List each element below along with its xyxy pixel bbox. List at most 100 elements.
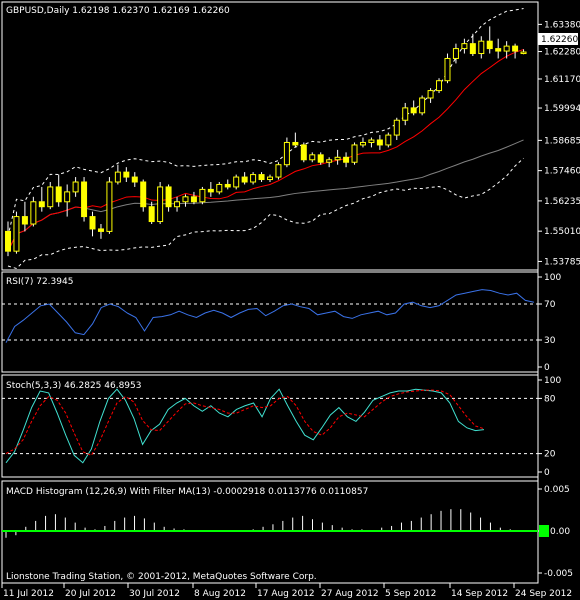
candle [385, 132, 392, 148]
candle-body-bear [89, 216, 96, 230]
candle-body-bull [520, 51, 527, 55]
candle-body-bear [165, 186, 172, 208]
candle-body-bear [224, 183, 231, 188]
candle-body-bear [38, 201, 45, 208]
candle [165, 184, 172, 212]
candle [148, 201, 155, 224]
candle-body-bear [5, 230, 11, 252]
candle-body-bull [64, 191, 71, 203]
candle [250, 172, 257, 185]
candle [343, 152, 350, 168]
stoch-panel[interactable]: Stoch(5,3,3) 46.2825 46.8953 100 80 20 0 [2, 376, 561, 478]
candle-body-bull [351, 144, 358, 163]
candle-body-bull [72, 181, 79, 193]
candle-body-bull [326, 159, 333, 163]
rsi-scale: 100 70 30 0 [2, 273, 561, 373]
candle [5, 221, 11, 257]
candle [30, 196, 37, 227]
candle-body-bull [478, 40, 485, 55]
price-panel[interactable]: GBPUSD,Daily 1.62198 1.62370 1.62169 1.6… [2, 6, 580, 270]
macd-histogram: 0.00 [2, 509, 570, 538]
lower-band [7, 157, 524, 270]
candle [503, 41, 510, 59]
scale-tick-label: 0 [544, 363, 550, 373]
candle [21, 201, 28, 232]
candle-body-bull [114, 171, 121, 183]
candle-body-bull [368, 139, 375, 143]
candle [520, 49, 527, 55]
bollinger-bands [7, 8, 524, 270]
candle-body-bear [207, 188, 214, 193]
candle [13, 211, 20, 254]
candle-body-bear [410, 107, 417, 114]
scale-tick-label: 100 [544, 273, 561, 283]
candle-body-bear [81, 181, 88, 218]
candle-body-bull [503, 45, 510, 52]
scale-tick-label: 0.005 [544, 485, 570, 495]
candle-body-bear [512, 45, 519, 52]
current-price-tag: 1.62260 [538, 33, 578, 45]
candle [97, 224, 104, 239]
candle [461, 38, 468, 54]
candle-body-bull [174, 201, 181, 208]
panel-frame [1, 1, 539, 271]
candle [478, 36, 485, 59]
current-price-label: 1.62260 [541, 35, 578, 45]
macd-zero-marker [539, 525, 549, 537]
candle [140, 179, 147, 212]
stoch-lines [5, 388, 485, 464]
rsi-panel[interactable]: RSI(7) 72.3945 100 70 30 0 [2, 273, 561, 373]
candle-body-bull [283, 141, 290, 166]
candle [393, 117, 400, 140]
candle [233, 174, 240, 190]
candle [334, 149, 341, 165]
candle [174, 196, 181, 212]
price-title: GBPUSD,Daily 1.62198 1.62370 1.62169 1.6… [6, 6, 230, 16]
candle-body-bear [300, 144, 307, 161]
candle [123, 167, 130, 182]
candle [157, 182, 164, 224]
candle [55, 174, 62, 207]
date-tick-label: 11 Jul 2012 [3, 589, 54, 599]
candle [72, 177, 79, 197]
candle-body-bear [148, 206, 155, 223]
moving-average-line [7, 48, 524, 252]
candles [5, 26, 527, 257]
price-tick-label: 1.57460 [544, 167, 580, 177]
price-scale: 1.63380 1.62280 1.61170 1.59994 1.58685 1.574… [538, 20, 580, 267]
candle [275, 162, 282, 180]
stoch-signal-line [5, 389, 485, 457]
panel-frame [1, 271, 539, 373]
candle [207, 182, 214, 197]
candle [190, 191, 197, 205]
candle [216, 182, 223, 195]
date-tick-label: 24 Sep 2012 [515, 589, 572, 599]
macd-title: MACD Histogram (12,26,9) With Filter MA(… [6, 487, 368, 497]
candle-body-bear [140, 181, 147, 208]
candle-body-bull [385, 134, 392, 146]
candle-body-bull [13, 216, 20, 252]
candle-body-bear [469, 43, 476, 55]
scale-tick-label: 0 [544, 468, 550, 478]
macd-panel[interactable]: MACD Histogram (12,26,9) With Filter MA(… [2, 485, 573, 582]
candle-body-bear [258, 174, 265, 181]
date-tick-label: 5 Sep 2012 [385, 589, 436, 599]
candle [427, 88, 434, 103]
rsi-line [5, 289, 535, 343]
candle-body-bull [47, 186, 54, 208]
scale-tick-label: -0.005 [544, 569, 573, 579]
candle-body-bull [359, 141, 366, 146]
candle-body-bull [427, 90, 434, 99]
candle-body-bull [267, 176, 273, 181]
candle-body-bull [444, 57, 451, 82]
date-tick-label: 14 Sep 2012 [451, 589, 508, 599]
candle-body-bull [461, 43, 468, 50]
candle-body-bull [334, 156, 341, 161]
stoch-scale: 100 80 20 0 [2, 376, 561, 478]
candle-body-bear [376, 139, 383, 146]
candle-body-bear [317, 154, 324, 163]
rsi-title: RSI(7) 72.3945 [6, 277, 73, 287]
candle-body-bear [97, 228, 104, 232]
stoch-title: Stoch(5,3,3) 46.2825 46.8953 [6, 381, 141, 391]
